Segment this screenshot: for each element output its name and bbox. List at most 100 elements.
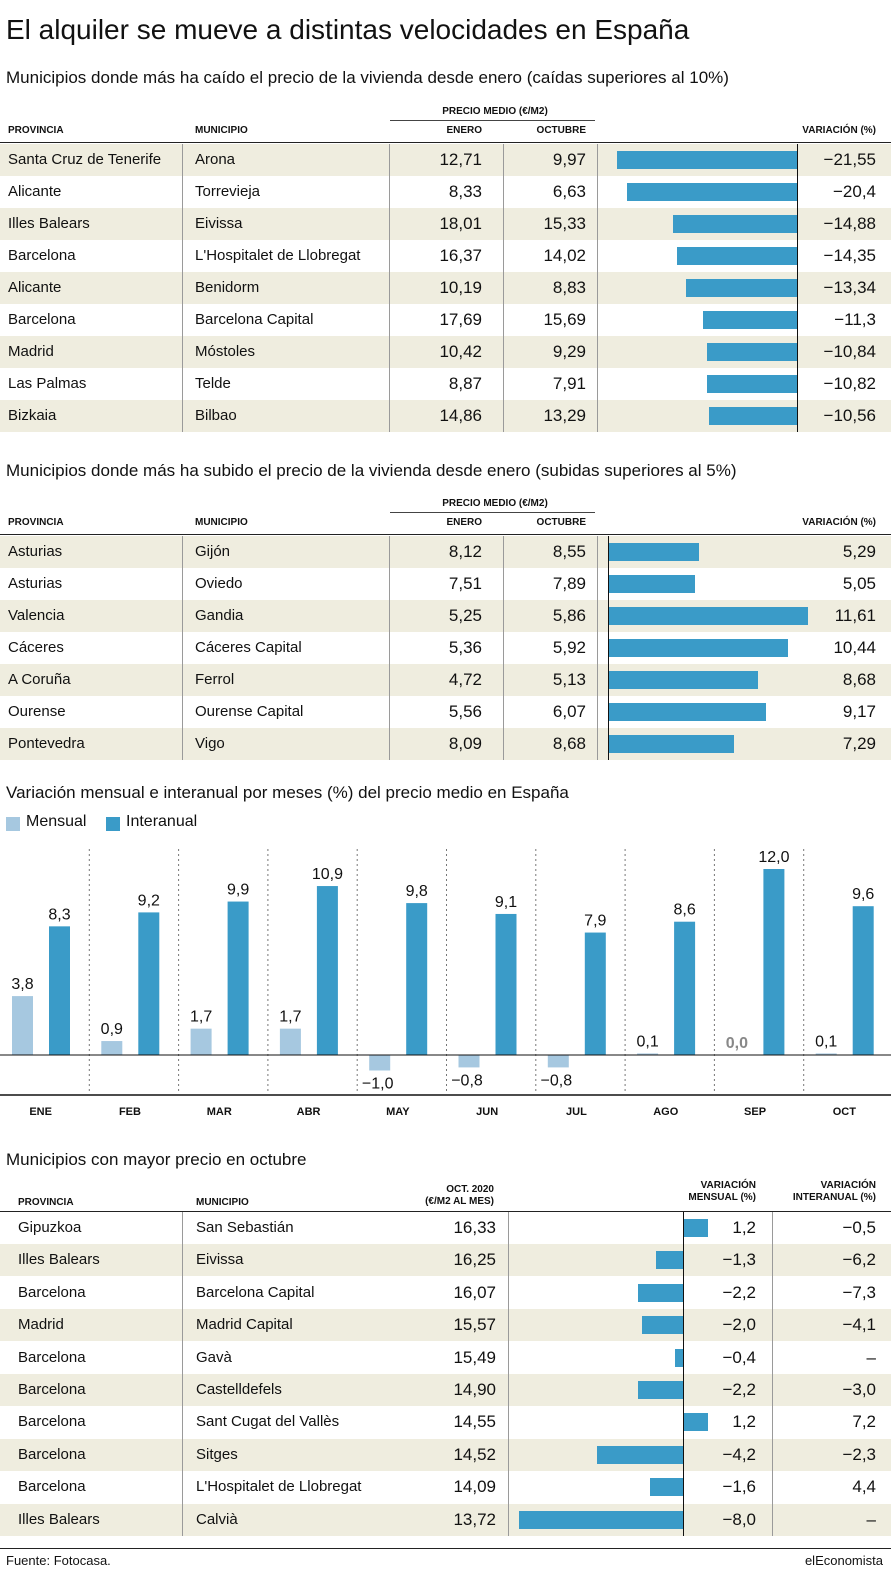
header-interanual-line1: VARIACIÓN (820, 1180, 876, 1191)
provincia-cell: Madrid (8, 343, 54, 360)
provincia-cell: Bizkaia (8, 407, 57, 424)
variacion-value: −10,82 (823, 374, 876, 393)
precio-cell: 16,07 (453, 1282, 496, 1302)
municipio-cell: Gijón (195, 543, 231, 560)
municipio-cell: Ourense Capital (195, 703, 304, 720)
table-row: A Coruña Ferrol 4,72 5,13 8,68 (0, 664, 891, 696)
header-octubre: OCTUBRE (536, 125, 586, 136)
category-label: AGO (653, 1106, 679, 1118)
interanual-value: −2,3 (842, 1444, 876, 1464)
precio-cell: 14,09 (453, 1477, 496, 1497)
octubre-cell: 8,68 (552, 734, 586, 753)
variacion-value: −11,3 (834, 310, 876, 329)
enero-cell: 18,01 (439, 214, 482, 233)
enero-cell: 16,37 (439, 246, 482, 265)
header-octubre: OCTUBRE (536, 517, 586, 528)
enero-cell: 5,36 (448, 638, 482, 657)
price-table-title: Municipios con mayor precio en octubre (6, 1150, 307, 1169)
variacion-value: −10,84 (823, 342, 876, 361)
source-note: Fuente: Fotocasa. (6, 1553, 111, 1568)
municipio-cell: Benidorm (195, 279, 260, 296)
data-label-interanual: 9,1 (495, 894, 517, 911)
bar-interanual (138, 912, 160, 1055)
variacion-bar (608, 703, 766, 721)
table-row: Illes Balears Eivissa 16,25 −1,3 −6,2 (0, 1244, 891, 1277)
mensual-value: −0,4 (722, 1347, 756, 1367)
table-row: Gipuzkoa San Sebastián 16,33 1,2 −0,5 (0, 1212, 891, 1244)
enero-cell: 14,86 (439, 406, 482, 425)
provincia-cell: Madrid (18, 1316, 64, 1334)
variacion-value: 9,17 (842, 702, 876, 721)
data-label-interanual: 7,9 (584, 913, 606, 930)
variacion-bar (608, 735, 734, 753)
header-rule (0, 1211, 891, 1212)
variacion-bar (702, 311, 797, 329)
category-label: MAR (207, 1106, 232, 1118)
enero-cell: 7,51 (448, 574, 482, 593)
municipio-cell: Sant Cugat del Vallès (196, 1413, 340, 1431)
column-divider (389, 536, 390, 760)
group-header: PRECIO MEDIO (€/M2) (442, 498, 548, 509)
table-row: Bizkaia Bilbao 14,86 13,29 −10,56 (0, 400, 891, 432)
enero-cell: 5,56 (448, 702, 482, 721)
bar-interanual (227, 901, 249, 1055)
octubre-cell: 5,92 (552, 638, 586, 657)
column-divider (597, 144, 598, 432)
municipio-cell: Barcelona Capital (195, 311, 314, 328)
brand-logo: elEconomista (804, 1553, 883, 1568)
table-row: Barcelona Sitges 14,52 −4,2 −2,3 (0, 1438, 891, 1471)
provincia-cell: Illes Balears (8, 215, 90, 232)
variacion-value: 7,29 (842, 734, 876, 753)
table-row: Alicante Benidorm 10,19 8,83 −13,34 (0, 272, 891, 304)
table-row: Illes Balears Eivissa 18,01 15,33 −14,88 (0, 208, 891, 240)
precio-cell: 16,25 (453, 1250, 496, 1270)
enero-cell: 10,42 (439, 342, 482, 361)
legend-swatch-interanual (106, 817, 120, 831)
table-row: Las Palmas Telde 8,87 7,91 −10,82 (0, 368, 891, 400)
municipio-cell: Barcelona Capital (196, 1283, 315, 1301)
variacion-value: −13,34 (823, 278, 876, 297)
bar-mensual (101, 1041, 123, 1055)
variacion-bar (608, 543, 700, 561)
variacion-bar (677, 247, 797, 265)
provincia-cell: Ourense (8, 703, 66, 720)
table-row: Barcelona Gavà 15,49 −0,4 – (0, 1342, 891, 1374)
category-label: JUL (566, 1106, 587, 1118)
data-label-mensual: −0,8 (451, 1072, 483, 1089)
column-divider (182, 536, 183, 760)
header-mensual-line1: VARIACIÓN (700, 1180, 756, 1191)
variacion-value: −20,4 (832, 182, 876, 201)
category-label: ABR (297, 1106, 321, 1118)
mensual-bar (596, 1445, 683, 1464)
header-municipio: MUNICIPIO (195, 517, 248, 528)
provincia-cell: Cáceres (8, 639, 64, 656)
data-label-interanual: 12,0 (758, 849, 789, 866)
bar-mensual (12, 996, 33, 1055)
variacion-bar (608, 575, 695, 593)
provincia-cell: Barcelona (18, 1348, 86, 1366)
enero-cell: 5,25 (448, 606, 482, 625)
octubre-cell: 5,86 (552, 606, 586, 625)
variacion-bar (706, 343, 797, 361)
variacion-value: 5,05 (842, 574, 876, 593)
mensual-value: −2,0 (722, 1315, 756, 1335)
provincia-cell: Valencia (8, 607, 65, 624)
column-divider (182, 1212, 183, 1536)
mensual-axis (683, 1212, 684, 1536)
octubre-cell: 14,02 (543, 246, 586, 265)
category-label: OCT (833, 1106, 857, 1118)
provincia-cell: Gipuzkoa (18, 1219, 82, 1236)
column-divider (503, 536, 504, 760)
header-variacion: VARIACIÓN (%) (802, 517, 876, 528)
category-label: FEB (119, 1106, 141, 1118)
municipio-cell: Telde (195, 375, 231, 392)
precio-cell: 15,49 (453, 1347, 496, 1367)
bar-interanual (406, 903, 428, 1055)
data-label-interanual: 10,9 (312, 866, 343, 883)
mensual-bar (656, 1251, 684, 1270)
enero-cell: 8,09 (448, 734, 482, 753)
enero-cell: 12,71 (439, 150, 482, 169)
interanual-value: – (866, 1347, 876, 1367)
bar-mensual (190, 1028, 212, 1055)
table-row: Alicante Torrevieja 8,33 6,63 −20,4 (0, 176, 891, 208)
